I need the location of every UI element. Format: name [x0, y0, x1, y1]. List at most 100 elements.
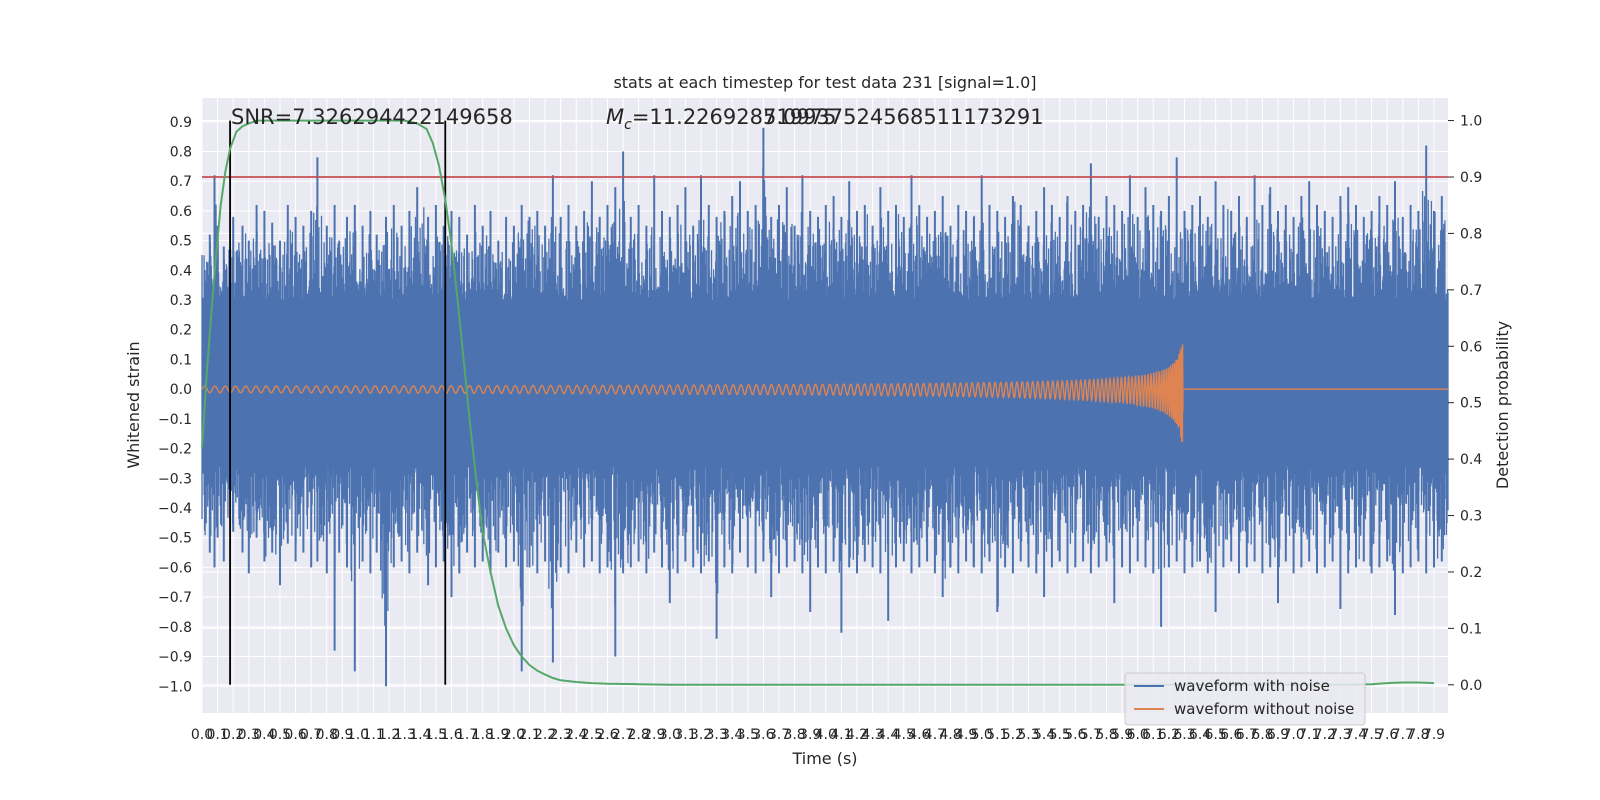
x-tick-label-8: 0.8 [316, 727, 338, 743]
y-tick-label-11: −0.2 [158, 442, 192, 458]
x-tick-label-34: 3.4 [721, 727, 743, 743]
x-tick-label-11: 1.1 [362, 727, 384, 743]
x-tick-label-3: 0.3 [238, 727, 260, 743]
y-right-axis-ticks: 1.0 0.9 0.8 0.7 0.6 0.5 0.4 0.3 0.2 0.1 0.0 [1448, 114, 1482, 694]
x-tick-label-72: 7.2 [1314, 727, 1336, 743]
x-tick-label-41: 4.1 [830, 727, 852, 743]
x-tick-label-17: 1.7 [456, 727, 478, 743]
x-tick-label-12: 1.2 [378, 727, 400, 743]
x-tick-label-65: 6.5 [1205, 727, 1227, 743]
series-waveform-with-noise [201, 127, 1449, 687]
snr-annotation: SNR=7.326294422149658 [231, 105, 513, 129]
y-tick-label-5: 0.4 [170, 263, 192, 279]
x-tick-label-40: 4.0 [815, 727, 837, 743]
x-tick-label-33: 3.3 [705, 727, 727, 743]
x-tick-label-44: 4.4 [877, 727, 899, 743]
x-tick-label-73: 7.3 [1329, 727, 1351, 743]
x-tick-label-76: 7.6 [1376, 727, 1398, 743]
y-tick-label-6: 0.3 [170, 293, 192, 309]
x-tick-label-16: 1.6 [440, 727, 462, 743]
x-tick-label-35: 3.5 [737, 727, 759, 743]
x-tick-label-14: 1.4 [409, 727, 431, 743]
y-tick-label-3: 0.6 [170, 204, 192, 220]
x-tick-label-0: 0.0 [191, 727, 213, 743]
x-tick-label-69: 6.9 [1267, 727, 1289, 743]
y-axis-ticks: 0.9 0.8 0.7 0.6 0.5 0.4 0.3 0.2 0.1 0.0 −0.1 −0.2 −0… [158, 115, 192, 695]
x-tick-label-57: 5.7 [1080, 727, 1102, 743]
x-tick-label-38: 3.8 [783, 727, 805, 743]
y-right-tick-label-4: 0.6 [1460, 339, 1482, 355]
clean-trace [201, 344, 1448, 442]
x-axis-label: Time (s) [791, 749, 857, 768]
chirp-mass-annotation: Mc=11.226928719937524568511173291 [606, 105, 1044, 133]
y-tick-label-13: −0.4 [158, 501, 192, 517]
legend-label-noise: waveform with noise [1174, 677, 1330, 695]
y-tick-label-1: 0.8 [170, 144, 192, 160]
x-tick-label-31: 3.1 [674, 727, 696, 743]
x-tick-label-6: 0.6 [284, 727, 306, 743]
y-tick-label-17: −0.8 [158, 620, 192, 636]
y-tick-label-7: 0.2 [170, 323, 192, 339]
x-tick-label-79: 7.9 [1423, 727, 1445, 743]
x-tick-label-20: 2.0 [503, 727, 525, 743]
plot-area [201, 98, 1449, 713]
x-tick-label-21: 2.1 [518, 727, 540, 743]
x-tick-label-1: 0.1 [206, 727, 228, 743]
y-right-tick-label-10: 0.0 [1460, 678, 1482, 694]
y-tick-label-15: −0.6 [158, 560, 192, 576]
chirp-mass-symbol: M [606, 105, 624, 129]
x-tick-label-48: 4.8 [939, 727, 961, 743]
x-tick-label-68: 6.8 [1251, 727, 1273, 743]
x-tick-label-22: 2.2 [534, 727, 556, 743]
x-tick-label-39: 3.9 [799, 727, 821, 743]
x-tick-label-27: 2.7 [612, 727, 634, 743]
x-tick-label-49: 4.9 [955, 727, 977, 743]
y-tick-label-9: 0.0 [170, 382, 192, 398]
overlap-annotation: 5.0975 [763, 105, 836, 129]
x-tick-label-51: 5.1 [986, 727, 1008, 743]
x-tick-label-45: 4.5 [893, 727, 915, 743]
y-tick-label-8: 0.1 [170, 352, 192, 368]
x-tick-label-52: 5.2 [1002, 727, 1024, 743]
reference-lines [202, 120, 1448, 685]
x-tick-label-42: 4.2 [846, 727, 868, 743]
chirp-mass-subscript: c [624, 117, 632, 133]
legend-label-clean: waveform without noise [1174, 700, 1354, 718]
x-axis-ticks: 0.00.10.20.30.40.50.60.70.80.91.01.11.21… [191, 727, 1445, 743]
x-tick-label-15: 1.5 [425, 727, 447, 743]
x-tick-label-46: 4.6 [908, 727, 930, 743]
y-right-tick-label-9: 0.1 [1460, 621, 1482, 637]
y-right-axis-label: Detection probability [1493, 321, 1512, 489]
x-tick-label-54: 5.4 [1033, 727, 1055, 743]
y-tick-label-12: −0.3 [158, 471, 192, 487]
x-tick-label-9: 0.9 [331, 727, 353, 743]
x-tick-label-63: 6.3 [1173, 727, 1195, 743]
y-right-tick-label-3: 0.7 [1460, 283, 1482, 299]
y-tick-label-10: −0.1 [158, 412, 192, 428]
x-tick-label-24: 2.4 [565, 727, 587, 743]
x-tick-label-19: 1.9 [487, 727, 509, 743]
x-tick-label-78: 7.8 [1407, 727, 1429, 743]
y-right-tick-label-7: 0.3 [1460, 509, 1482, 525]
x-tick-label-28: 2.8 [628, 727, 650, 743]
x-tick-label-77: 7.7 [1392, 727, 1414, 743]
x-tick-label-66: 6.6 [1220, 727, 1242, 743]
y-right-tick-label-8: 0.2 [1460, 565, 1482, 581]
x-tick-label-26: 2.6 [596, 727, 618, 743]
x-tick-label-10: 1.0 [347, 727, 369, 743]
x-tick-label-32: 3.2 [690, 727, 712, 743]
y-tick-label-4: 0.5 [170, 234, 192, 250]
x-tick-label-7: 0.7 [300, 727, 322, 743]
x-tick-label-60: 6.0 [1127, 727, 1149, 743]
y-right-tick-label-5: 0.5 [1460, 396, 1482, 412]
x-tick-label-5: 0.5 [269, 727, 291, 743]
x-tick-label-18: 1.8 [472, 727, 494, 743]
x-tick-label-62: 6.2 [1158, 727, 1180, 743]
y-tick-label-2: 0.7 [170, 174, 192, 190]
legend: waveform with noise waveform without noi… [1124, 672, 1366, 726]
detection-probability-line [201, 119, 1435, 686]
x-tick-label-2: 0.2 [222, 727, 244, 743]
x-tick-label-53: 5.3 [1017, 727, 1039, 743]
x-tick-label-61: 6.1 [1142, 727, 1164, 743]
